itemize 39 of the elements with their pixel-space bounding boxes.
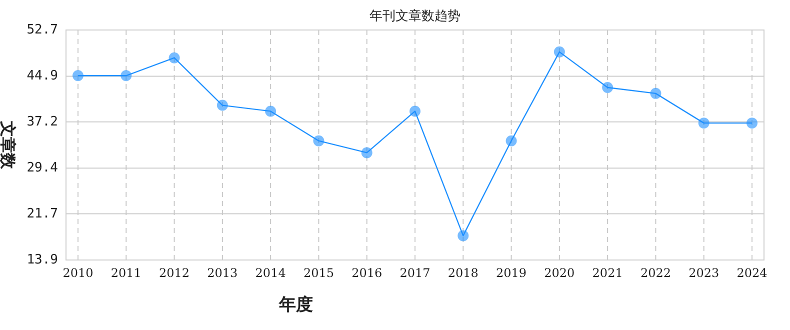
x-tick-label: 2023 xyxy=(688,266,720,280)
x-tick-label: 2012 xyxy=(159,266,190,280)
point xyxy=(602,82,614,93)
point xyxy=(410,106,420,117)
point xyxy=(168,52,180,64)
y-tick-label: 44.9 xyxy=(26,68,58,84)
point xyxy=(120,70,132,82)
chart-title: 年刊文章数趋势 xyxy=(370,9,460,24)
x-tick-label: 2024 xyxy=(736,266,768,280)
x-tick-label: 2010 xyxy=(62,266,94,280)
point xyxy=(313,135,324,146)
point xyxy=(746,118,758,129)
point xyxy=(650,88,662,99)
x-tick-label: 2011 xyxy=(110,266,142,280)
point xyxy=(698,118,710,129)
x-tick-label: 2019 xyxy=(496,266,527,280)
x-tick-label: 2022 xyxy=(640,266,671,280)
x-tick-label: 2018 xyxy=(448,266,478,280)
point xyxy=(265,106,276,117)
x-tick-label: 2021 xyxy=(592,266,623,280)
y-axis-title: 文章数 xyxy=(0,120,18,170)
y-tick-label: 29.4 xyxy=(26,160,58,176)
y-tick-label: 21.7 xyxy=(26,206,58,222)
x-axis-title: 年度 xyxy=(278,295,313,315)
point xyxy=(554,46,565,58)
y-tick-label: 13.9 xyxy=(26,252,58,268)
x-tick-label: 2020 xyxy=(544,266,575,280)
x-tick-label: 2016 xyxy=(352,266,382,280)
x-tick-label: 2017 xyxy=(400,266,430,280)
point xyxy=(72,70,84,82)
point xyxy=(458,230,469,242)
point xyxy=(506,135,517,146)
y-tick-label: 52.7 xyxy=(26,22,58,38)
x-tick-label: 2015 xyxy=(303,266,334,280)
point xyxy=(361,147,372,158)
x-tick-label: 2013 xyxy=(207,266,238,280)
y-tick-label: 37.2 xyxy=(26,114,58,130)
x-tick-label: 2014 xyxy=(255,266,286,280)
point xyxy=(216,100,228,111)
